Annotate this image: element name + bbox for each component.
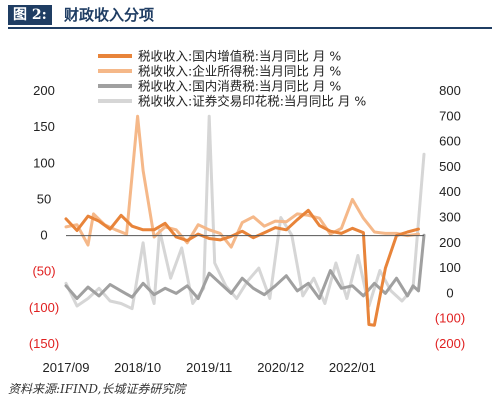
left-axis-tick-label: (100) [29, 300, 59, 315]
x-axis-tick-label: 2017/09 [43, 360, 90, 375]
right-axis-tick-label: 100 [439, 260, 461, 275]
x-axis-tick-label: 2020/12 [257, 360, 304, 375]
left-axis-tick-label: 0 [40, 228, 47, 243]
right-axis-tick-label: 200 [439, 235, 461, 250]
left-axis-tick-label: (50) [32, 264, 55, 279]
left-axis-tick-label: 150 [33, 119, 55, 134]
series-line-3 [64, 233, 426, 300]
legend-label-3: 税收收入:国内消费税:当月同比 月 % [138, 79, 341, 94]
left-axis-tick-label: 200 [33, 83, 55, 98]
right-axis-tick-label: 600 [439, 134, 461, 149]
x-axis-tick-label: 2018/10 [114, 360, 161, 375]
figure-header: 图 2: 财政收入分项 [0, 0, 500, 26]
x-axis-tick-label: 2022/01 [329, 360, 376, 375]
right-axis-tick-label: 800 [439, 83, 461, 98]
legend-label-2: 税收收入:企业所得税:当月同比 月 % [138, 64, 341, 79]
right-axis-tick-label: 300 [439, 210, 461, 225]
series-line-1 [64, 208, 420, 327]
figure-number-badge: 图 2: [8, 5, 52, 25]
legend-label-4: 税收收入:证券交易印花税:当月同比 月 % [138, 94, 366, 109]
figure-title: 财政收入分项 [64, 6, 155, 24]
right-axis-tick-label: 500 [439, 159, 461, 174]
left-axis-tick-label: (150) [29, 336, 59, 351]
right-axis-tick-label: 700 [439, 108, 461, 123]
left-axis-tick-label: 50 [37, 191, 51, 206]
right-axis-tick-label: 400 [439, 184, 461, 199]
axes: 200150100500(50)(100)(150)80070060050040… [29, 83, 465, 375]
right-axis-tick-label: (200) [435, 336, 465, 351]
right-axis-tick-label: (100) [435, 311, 465, 326]
x-axis-tick-label: 2019/11 [186, 360, 232, 375]
right-axis-tick-label: 0 [446, 285, 453, 300]
legend: 税收收入:国内增值税:当月同比 月 %税收收入:企业所得税:当月同比 月 %税收… [98, 49, 366, 109]
series-line-2 [64, 114, 420, 249]
legend-label-1: 税收收入:国内增值税:当月同比 月 % [138, 49, 341, 64]
header-rule [8, 27, 492, 29]
source-note: 资料来源:IFIND,长城证券研究院 [8, 382, 186, 396]
left-axis-tick-label: 100 [33, 155, 55, 170]
plot-area [64, 114, 426, 327]
